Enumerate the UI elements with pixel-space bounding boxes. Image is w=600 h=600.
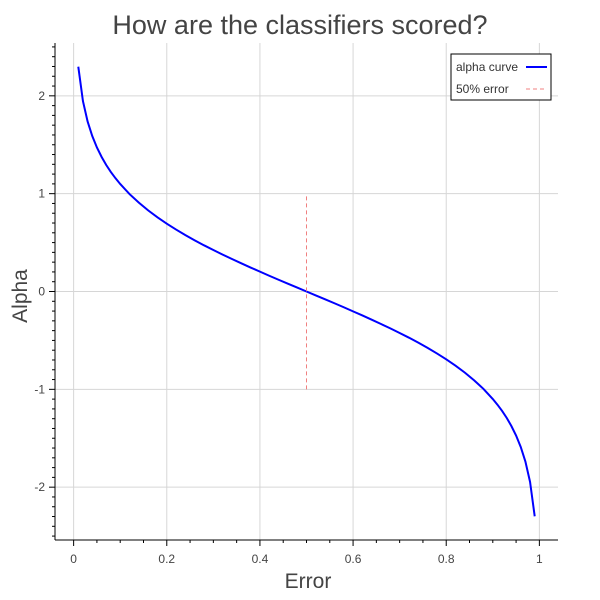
- x-tick-label: 0: [70, 552, 77, 566]
- y-axis-label: Alpha: [9, 269, 32, 323]
- legend-label: alpha curve: [456, 60, 518, 74]
- chart-title: How are the classifiers scored?: [112, 10, 487, 40]
- x-tick-label: 0.8: [438, 552, 455, 566]
- y-tick-label: -2: [34, 480, 45, 494]
- x-axis-label: Error: [285, 570, 332, 593]
- y-tick-label: 1: [38, 187, 45, 201]
- axes: [49, 43, 558, 546]
- x-tick-label: 0.6: [345, 552, 362, 566]
- legend-box: [450, 53, 552, 101]
- legend-label: 50% error: [456, 82, 509, 96]
- x-tick-label: 0.4: [252, 552, 269, 566]
- y-tick-label: 2: [38, 89, 45, 103]
- legend: alpha curve 50% error: [450, 53, 552, 101]
- tick-labels: 0 0.2 0.4 0.6 0.8 1 -2 -1 0 1 2: [34, 89, 543, 566]
- x-tick-label: 1: [536, 552, 543, 566]
- y-tick-label: 0: [38, 285, 45, 299]
- alpha-curve-line: [77, 66, 536, 517]
- series-layer: [77, 66, 536, 517]
- y-tick-label: -1: [34, 382, 45, 396]
- x-tick-label: 0.2: [158, 552, 175, 566]
